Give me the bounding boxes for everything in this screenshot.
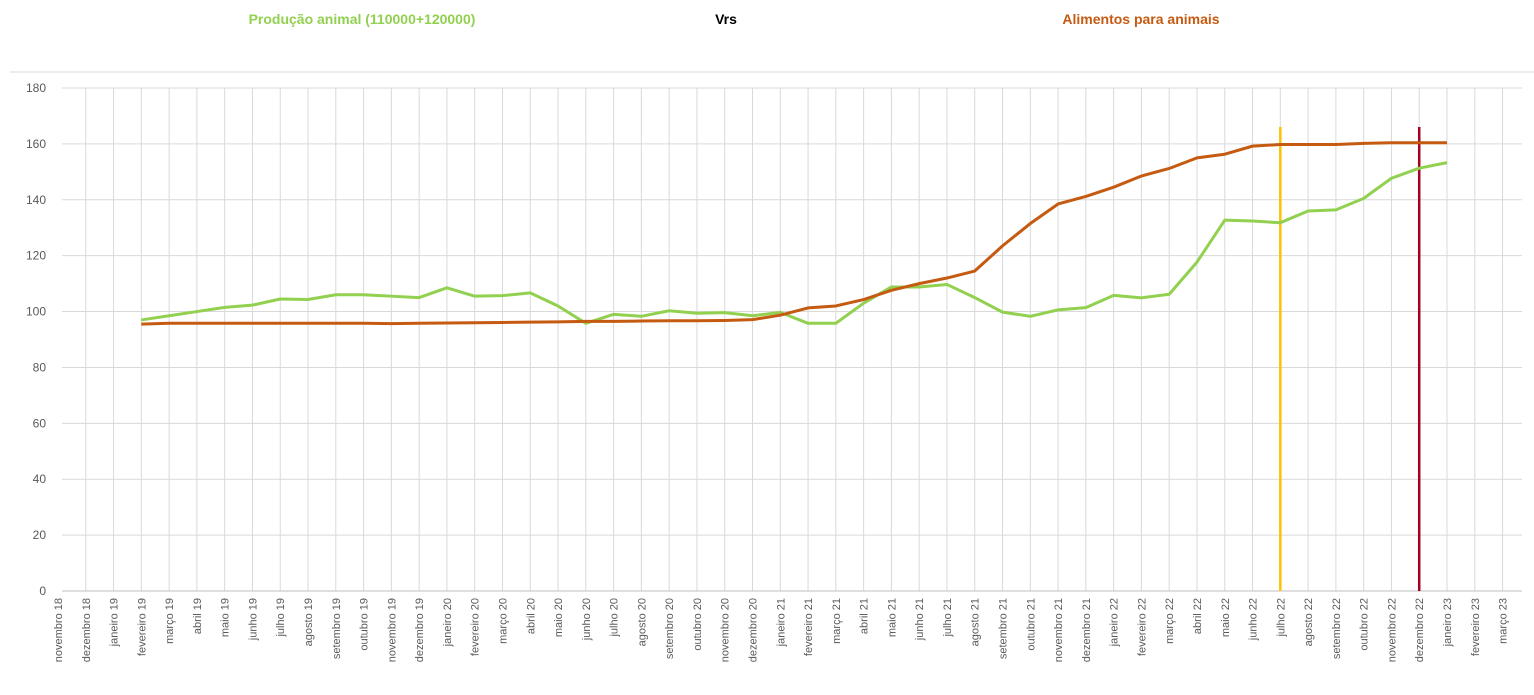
- x-tick-label: fevereiro 22: [1136, 598, 1148, 656]
- y-tick-label: 180: [26, 81, 46, 95]
- x-tick-label: dezembro 18: [81, 598, 93, 662]
- y-tick-label: 120: [26, 249, 46, 263]
- x-tick-label: fevereiro 19: [136, 598, 148, 656]
- x-tick-label: agosto 21: [970, 598, 982, 646]
- x-tick-label: dezembro 22: [1414, 598, 1426, 662]
- x-tick-label: setembro 22: [1331, 598, 1343, 659]
- series-line: [141, 161, 1448, 325]
- x-tick-label: dezembro 21: [1081, 598, 1093, 662]
- connector-title: Vrs: [715, 11, 737, 27]
- x-tick-label: fevereiro 20: [470, 598, 482, 656]
- x-tick-label: janeiro 21: [775, 598, 787, 647]
- x-tick-label: agosto 20: [636, 598, 648, 646]
- y-tick-label: 40: [33, 472, 47, 486]
- series-title-1: Produção animal (110000+120000): [249, 11, 476, 27]
- x-tick-label: maio 21: [886, 598, 898, 637]
- y-tick-label: 0: [39, 584, 46, 598]
- x-tick-label: novembro 21: [1053, 598, 1065, 662]
- x-tick-label: maio 20: [553, 598, 565, 637]
- x-tick-label: julho 19: [275, 598, 287, 638]
- x-tick-label: janeiro 20: [442, 598, 454, 647]
- x-tick-label: novembro 19: [386, 598, 398, 662]
- x-tick-label: abril 21: [859, 598, 871, 634]
- x-tick-label: abril 20: [525, 598, 537, 634]
- y-tick-label: 140: [26, 193, 46, 207]
- x-tick-label: dezembro 19: [414, 598, 426, 662]
- x-tick-label: outubro 19: [359, 598, 371, 651]
- y-tick-label: 20: [33, 528, 47, 542]
- x-tick-label: setembro 20: [664, 598, 676, 659]
- x-tick-label: setembro 19: [331, 598, 343, 659]
- x-tick-label: julho 21: [942, 598, 954, 638]
- x-tick-label: dezembro 20: [748, 598, 760, 662]
- x-tick-label: junho 21: [914, 598, 926, 641]
- x-tick-label: março 22: [1164, 598, 1176, 644]
- x-tick-label: janeiro 22: [1109, 598, 1121, 647]
- x-tick-label: novembro 22: [1386, 598, 1398, 662]
- x-tick-label: março 23: [1498, 598, 1510, 644]
- x-tick-label: agosto 22: [1303, 598, 1315, 646]
- series-line: [141, 141, 1447, 326]
- x-tick-label: janeiro 19: [109, 598, 121, 647]
- x-tick-label: janeiro 23: [1442, 598, 1454, 647]
- x-tick-label: maio 22: [1220, 598, 1232, 637]
- x-tick-label: junho 22: [1248, 598, 1260, 641]
- x-tick-label: abril 19: [192, 598, 204, 634]
- x-tick-label: junho 19: [247, 598, 259, 641]
- x-tick-label: outubro 22: [1359, 598, 1371, 651]
- x-tick-label: outubro 21: [1025, 598, 1037, 651]
- x-tick-label: agosto 19: [303, 598, 315, 646]
- y-tick-label: 160: [26, 137, 46, 151]
- x-tick-label: outubro 20: [692, 598, 704, 651]
- x-tick-label: novembro 18: [53, 598, 65, 662]
- x-tick-label: julho 20: [609, 598, 621, 638]
- y-tick-label: 80: [33, 360, 47, 374]
- x-tick-label: abril 22: [1192, 598, 1204, 634]
- y-tick-label: 60: [33, 416, 47, 430]
- x-tick-label: novembro 20: [720, 598, 732, 662]
- x-tick-label: setembro 21: [998, 598, 1010, 659]
- x-tick-label: março 20: [497, 598, 509, 644]
- x-tick-label: fevereiro 23: [1470, 598, 1482, 656]
- x-tick-label: março 19: [164, 598, 176, 644]
- x-tick-label: fevereiro 21: [803, 598, 815, 656]
- x-tick-label: maio 19: [220, 598, 232, 637]
- x-tick-label: julho 22: [1275, 598, 1287, 638]
- x-tick-label: junho 20: [581, 598, 593, 641]
- series-title-2: Alimentos para animais: [1062, 11, 1219, 27]
- x-tick-label: março 21: [831, 598, 843, 644]
- y-tick-label: 100: [26, 305, 46, 319]
